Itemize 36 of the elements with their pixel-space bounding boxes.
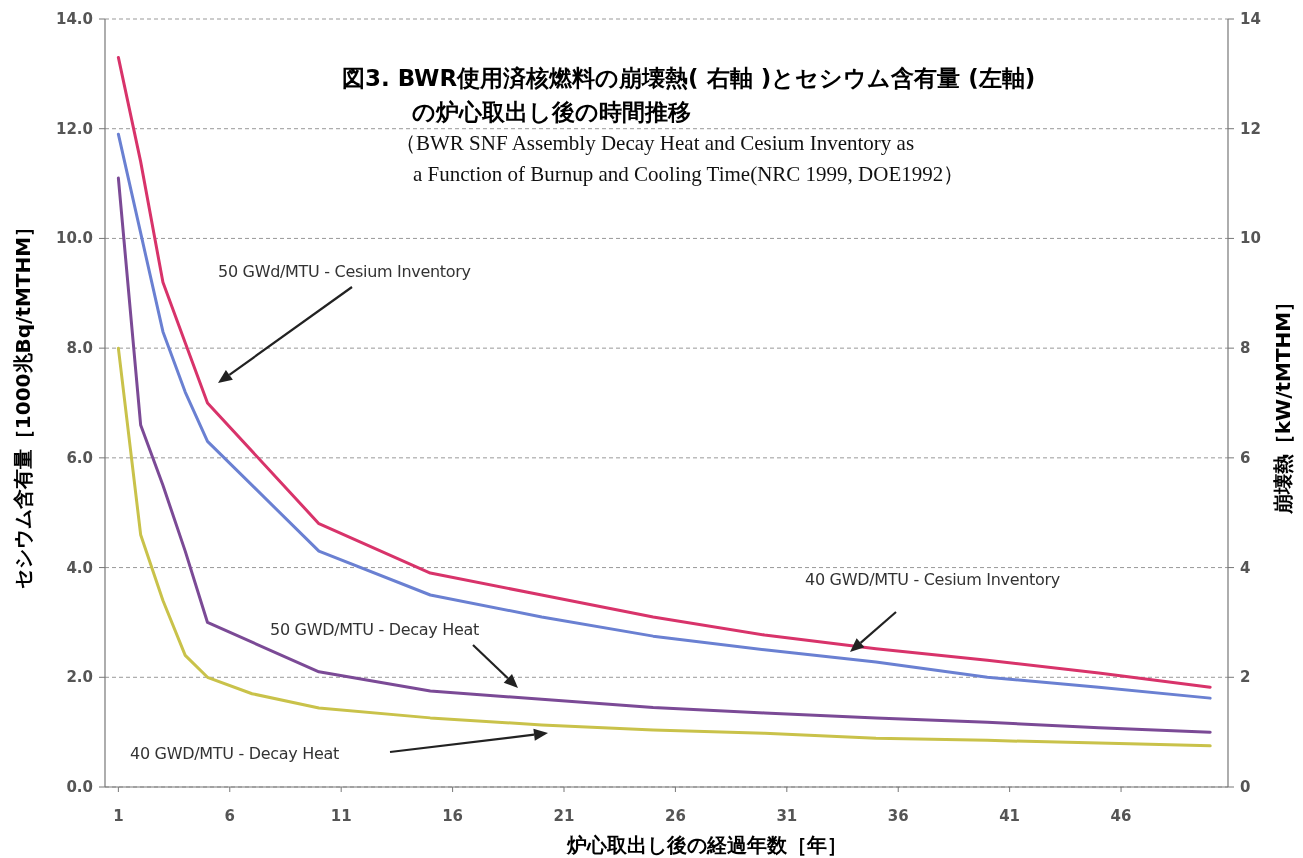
y2-tick-label: 12 (1240, 119, 1261, 138)
x-tick-label: 1 (113, 807, 124, 825)
y2-tick-label: 4 (1240, 558, 1251, 577)
x-tick-label: 41 (999, 807, 1021, 825)
y2-tick-label: 10 (1240, 229, 1261, 248)
annotation: 50 GWD/MTU - Decay Heat (270, 620, 480, 639)
y2-tick-label: 0 (1240, 778, 1251, 796)
y-tick-label: 0.0 (66, 778, 93, 796)
y-tick-label: 6.0 (66, 448, 93, 467)
x-tick-label: 6 (224, 807, 235, 825)
annotation: 50 GWd/MTU - Cesium Inventory (218, 262, 471, 281)
y-tick-label: 14.0 (55, 10, 93, 28)
y2-tick-label: 8 (1240, 339, 1251, 358)
x-tick-label: 21 (553, 807, 575, 825)
y-tick-label: 8.0 (66, 339, 93, 358)
y2-tick-label: 6 (1240, 448, 1251, 467)
y-tick-label: 4.0 (66, 558, 93, 577)
text: （BWR SNF Assembly Decay Heat and Cesium Inventory as a Function of Burnup and Cooling Time(NRC 1999, DOE1992） (395, 131, 965, 186)
x-tick-label: 36 (887, 807, 909, 825)
x-tick-label: 26 (664, 807, 686, 825)
x-tick-label: 11 (330, 807, 352, 825)
annotation: 40 GWD/MTU - Decay Heat (130, 744, 340, 763)
text: 図3. BWR使用済核燃料の崩壊熱( 右軸 )とセシウム含有量 (左軸) の炉心取出し後の時間推移 (342, 65, 1036, 125)
y-tick-label: 2.0 (66, 668, 93, 687)
x-tick-label: 16 (442, 807, 464, 825)
y-tick-label: 12.0 (55, 119, 93, 138)
y-axis-title: セシウム含有量［1000兆Bq/tMTHM］ (11, 216, 35, 590)
y-tick-label: 10.0 (55, 229, 93, 248)
annotation: 40 GWD/MTU - Cesium Inventory (805, 570, 1060, 589)
y2-axis-title: 崩壊熱［kW/tMTHM］ (1271, 291, 1295, 516)
x-axis-title: 炉心取出し後の経過年数［年］ (565, 833, 847, 857)
y2-tick-label: 2 (1240, 668, 1251, 687)
line-series (116, 346, 1212, 748)
y2-tick-label: 14 (1240, 10, 1261, 28)
x-tick-label: 31 (776, 807, 798, 825)
x-tick-label: 46 (1110, 807, 1132, 825)
